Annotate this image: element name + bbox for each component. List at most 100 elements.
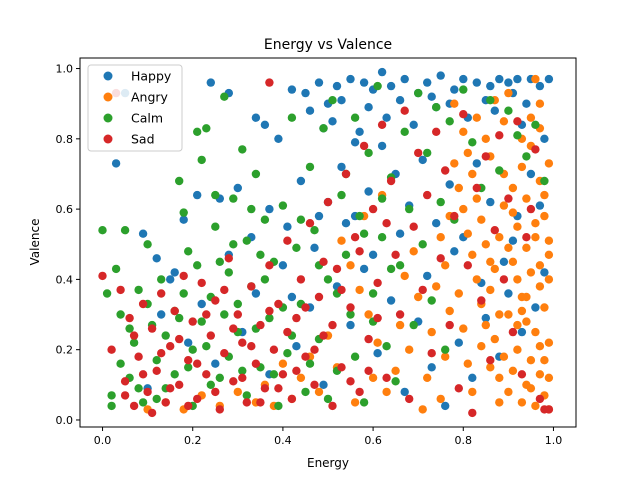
point-angry — [463, 229, 472, 238]
point-happy — [454, 338, 463, 347]
point-sad — [400, 106, 409, 115]
legend-marker-calm — [103, 113, 113, 123]
point-sad — [346, 303, 355, 312]
point-sad — [296, 275, 306, 284]
point-angry — [540, 211, 549, 221]
point-happy — [301, 88, 310, 98]
point-calm — [346, 310, 355, 319]
point-angry — [468, 250, 477, 259]
point-angry — [436, 394, 445, 404]
point-calm — [251, 169, 261, 179]
point-angry — [481, 240, 490, 249]
legend-label-happy: Happy — [131, 69, 172, 84]
points-layer — [98, 67, 554, 418]
point-happy — [111, 159, 121, 168]
point-angry — [364, 310, 373, 319]
point-calm — [350, 113, 360, 122]
point-calm — [368, 289, 378, 298]
point-calm — [98, 226, 107, 235]
point-happy — [310, 243, 319, 252]
point-calm — [373, 81, 382, 91]
point-sad — [120, 391, 130, 400]
point-happy — [337, 96, 346, 105]
point-happy — [359, 78, 369, 87]
point-happy — [481, 313, 490, 323]
point-angry — [472, 113, 481, 122]
point-happy — [400, 387, 409, 397]
point-sad — [175, 334, 184, 344]
point-calm — [116, 310, 125, 319]
point-calm — [193, 127, 202, 136]
point-angry — [544, 250, 554, 259]
point-happy — [166, 275, 175, 284]
point-sad — [382, 219, 391, 228]
point-sad — [423, 190, 432, 200]
point-sad — [220, 285, 229, 295]
point-calm — [129, 338, 139, 347]
point-calm — [513, 131, 522, 140]
point-calm — [220, 310, 229, 319]
point-sad — [405, 394, 414, 404]
point-angry — [391, 366, 400, 375]
point-calm — [238, 145, 247, 154]
point-angry — [522, 194, 531, 203]
point-happy — [337, 162, 346, 172]
point-angry — [513, 222, 522, 231]
point-sad — [229, 377, 238, 386]
point-angry — [517, 306, 527, 316]
x-tick-label: 1.0 — [545, 434, 563, 447]
point-sad — [463, 261, 472, 270]
point-calm — [386, 264, 396, 274]
point-calm — [459, 85, 468, 94]
point-sad — [495, 131, 504, 140]
point-happy — [517, 327, 527, 337]
point-sad — [278, 370, 288, 379]
point-happy — [400, 74, 409, 84]
point-happy — [459, 74, 468, 84]
point-angry — [513, 345, 522, 354]
point-happy — [332, 81, 342, 91]
point-happy — [184, 338, 193, 347]
point-happy — [445, 180, 454, 189]
point-calm — [310, 226, 319, 235]
point-calm — [274, 401, 283, 411]
point-angry — [513, 275, 522, 284]
point-sad — [175, 380, 184, 389]
point-calm — [224, 268, 233, 277]
point-angry — [463, 359, 472, 368]
point-angry — [441, 352, 450, 361]
point-sad — [531, 145, 540, 154]
point-calm — [265, 313, 274, 323]
point-calm — [215, 257, 224, 266]
point-sad — [274, 384, 283, 393]
point-angry — [486, 285, 495, 295]
point-happy — [472, 159, 481, 168]
point-sad — [138, 370, 148, 379]
point-angry — [531, 401, 540, 411]
point-sad — [283, 236, 292, 245]
point-calm — [540, 176, 549, 186]
point-angry — [517, 398, 527, 407]
point-sad — [450, 211, 459, 221]
point-happy — [423, 78, 432, 87]
point-angry — [373, 338, 382, 347]
point-sad — [125, 313, 134, 323]
point-calm — [486, 96, 495, 105]
point-sad — [346, 377, 355, 386]
point-angry — [441, 261, 450, 270]
point-calm — [256, 250, 265, 259]
point-happy — [526, 169, 536, 179]
legend-label-calm: Calm — [131, 111, 163, 126]
point-sad — [274, 299, 283, 309]
point-angry — [526, 268, 536, 277]
point-calm — [522, 152, 531, 161]
point-happy — [540, 268, 549, 277]
point-sad — [179, 271, 188, 281]
point-happy — [355, 127, 364, 136]
point-sad — [269, 345, 279, 354]
point-happy — [152, 254, 161, 263]
point-sad — [391, 250, 400, 259]
point-angry — [531, 233, 540, 242]
point-happy — [373, 349, 382, 358]
